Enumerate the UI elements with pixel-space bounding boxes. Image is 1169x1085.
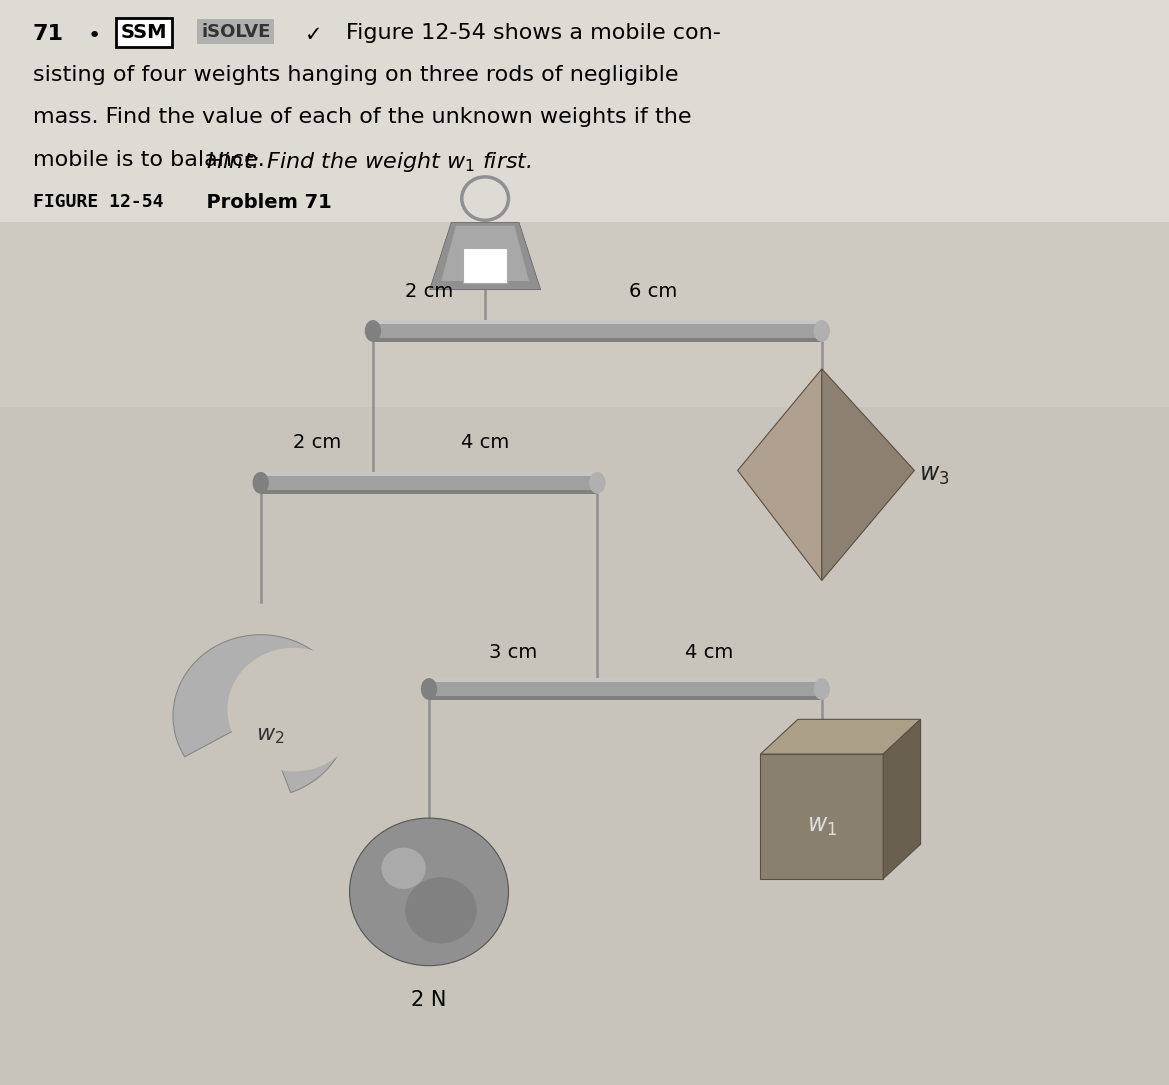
Bar (760, 754, 883, 879)
Circle shape (227, 648, 360, 771)
Bar (0, 0, 1169, 217)
Text: 4 cm: 4 cm (685, 642, 734, 662)
Text: $w_1$: $w_1$ (807, 815, 837, 839)
Text: Hint: Find the weight $w_1$ first.: Hint: Find the weight $w_1$ first. (206, 150, 532, 174)
Text: $w_2$: $w_2$ (256, 726, 284, 745)
Bar (0, 217, 1169, 407)
Text: 3 cm: 3 cm (489, 642, 538, 662)
Circle shape (381, 847, 426, 889)
Text: SSM: SSM (120, 23, 167, 42)
Text: mass. Find the value of each of the unknown weights if the: mass. Find the value of each of the unkn… (33, 107, 691, 127)
Polygon shape (738, 369, 822, 580)
Text: Figure 12-54 shows a mobile con-: Figure 12-54 shows a mobile con- (346, 23, 721, 42)
Polygon shape (822, 369, 914, 580)
Ellipse shape (814, 320, 830, 342)
Ellipse shape (589, 472, 606, 494)
Bar (429, 678, 822, 700)
Polygon shape (442, 226, 528, 281)
Ellipse shape (253, 472, 269, 494)
Bar (463, 248, 507, 283)
Bar (373, 337, 822, 342)
Bar (261, 472, 597, 494)
Text: mobile is to balance.: mobile is to balance. (33, 150, 271, 169)
Text: 2 cm: 2 cm (404, 281, 454, 301)
Ellipse shape (814, 678, 830, 700)
Text: ✓: ✓ (305, 25, 323, 44)
Text: $w_3$: $w_3$ (919, 462, 949, 487)
Text: 71: 71 (33, 24, 64, 43)
Bar (429, 678, 822, 682)
Text: sisting of four weights hanging on three rods of negligible: sisting of four weights hanging on three… (33, 65, 678, 85)
Circle shape (350, 818, 509, 966)
Text: 6 cm: 6 cm (629, 281, 678, 301)
Text: 2 N: 2 N (411, 990, 447, 1009)
Bar (373, 320, 822, 324)
Wedge shape (173, 635, 348, 792)
Text: 4 cm: 4 cm (461, 433, 510, 452)
Text: 2 cm: 2 cm (292, 433, 341, 452)
Bar (0, 0, 1169, 222)
Bar (373, 320, 822, 342)
Text: FIGURE 12-54: FIGURE 12-54 (33, 193, 164, 212)
Text: iSOLVE: iSOLVE (201, 23, 270, 41)
Polygon shape (760, 719, 920, 754)
Polygon shape (430, 222, 540, 290)
Circle shape (406, 877, 477, 944)
Bar (261, 472, 597, 476)
Bar (429, 695, 822, 700)
Polygon shape (883, 719, 920, 879)
Ellipse shape (421, 678, 437, 700)
Ellipse shape (365, 320, 381, 342)
Bar (261, 489, 597, 494)
Text: •: • (88, 26, 101, 46)
Text: Problem 71: Problem 71 (193, 193, 332, 213)
